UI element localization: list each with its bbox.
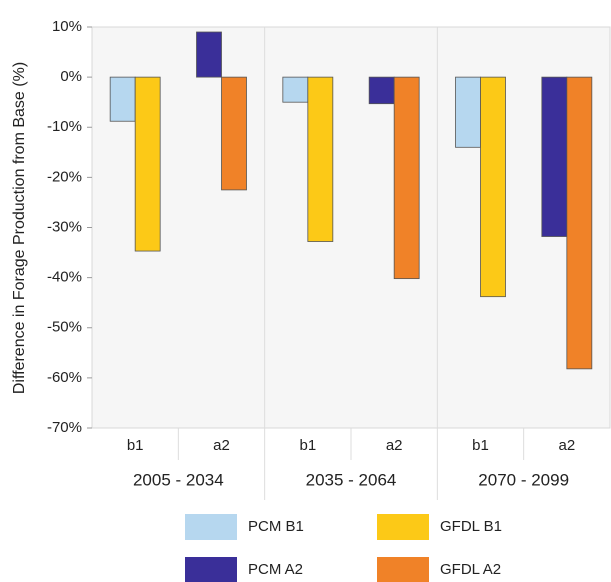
bar [455,76,481,148]
legend-label: GFDL B1 [440,518,502,535]
y-tick-label: 0% [60,68,82,85]
legend-swatch [185,514,237,540]
bar [282,76,309,103]
bar [541,76,568,237]
group-label: 2005 - 2034 [133,470,224,489]
x-tick-label: a2 [213,437,230,454]
legend-swatch [377,557,429,582]
bar [368,76,395,105]
bar [134,76,161,252]
legend-swatch [185,557,237,582]
bar [109,76,136,122]
x-tick-label: b1 [299,437,316,454]
y-tick-label: -10% [47,118,82,135]
y-tick-label: -70% [47,419,82,436]
y-tick-label: -40% [47,269,82,286]
plot-area [91,26,611,429]
legend-label: PCM A2 [248,561,303,578]
legend-swatch [377,514,429,540]
bar [307,76,334,242]
legend-label: GFDL A2 [440,561,501,578]
bar [196,31,222,78]
x-tick-label: a2 [386,437,403,454]
y-axis-title: Difference in Forage Production from Bas… [11,62,28,394]
legend-label: PCM B1 [248,518,304,535]
bar [221,76,247,191]
y-tick-label: -30% [47,218,82,235]
x-tick-label: a2 [558,437,575,454]
y-tick-label: 10% [52,18,82,35]
y-tick-label: -20% [47,168,82,185]
x-tick-label: b1 [127,437,144,454]
group-label: 2035 - 2064 [306,470,397,489]
bar [566,76,593,370]
x-tick-label: b1 [472,437,489,454]
y-tick-label: -50% [47,319,82,336]
y-tick-label: -60% [47,369,82,386]
bar [393,76,420,280]
bar [480,76,506,298]
group-label: 2070 - 2099 [478,470,569,489]
